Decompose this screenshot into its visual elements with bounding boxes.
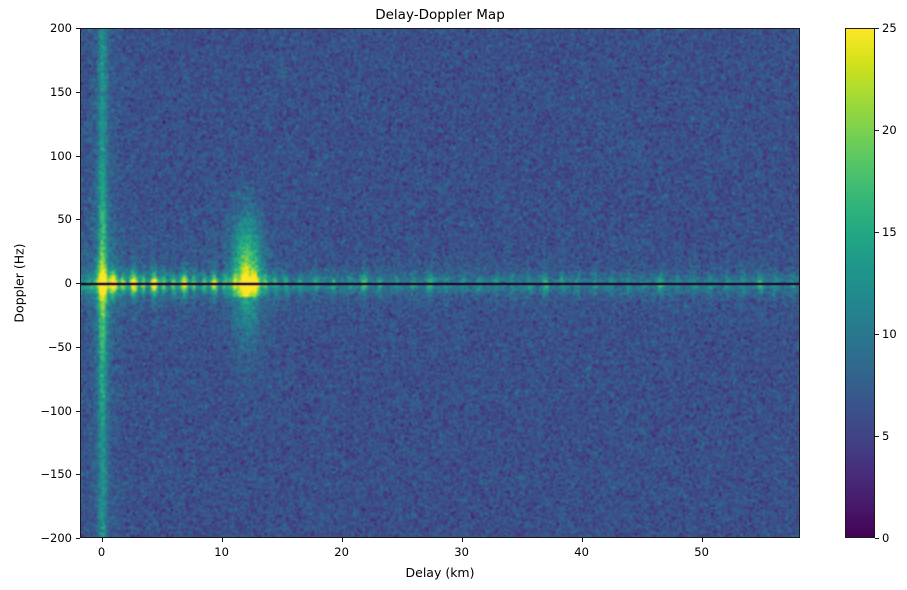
colorbar-ticklabel-5: 5 [882, 429, 890, 443]
y-ticklabel-150: 150 [50, 84, 72, 99]
y-tick--200 [76, 538, 80, 540]
x-tick-0 [101, 538, 103, 542]
colorbar-ticklabel-0: 0 [882, 531, 890, 545]
y-ticklabel--200: −200 [40, 531, 72, 545]
y-tick-50 [76, 219, 80, 221]
y-ticklabel-0: 0 [64, 276, 72, 290]
y-ticklabel--100: −100 [40, 403, 72, 418]
y-tick-100 [76, 155, 80, 157]
x-tick-10 [221, 538, 223, 542]
y-axis-label: Doppler (Hz) [11, 243, 27, 323]
x-tick-20 [341, 538, 343, 542]
colorbar [845, 28, 875, 538]
x-tick-40 [581, 538, 583, 542]
y-tick-200 [76, 28, 80, 30]
y-tick-0 [76, 283, 80, 285]
colorbar-tick-0 [875, 538, 879, 540]
colorbar-tick-5 [875, 436, 879, 438]
colorbar-tick-15 [875, 232, 879, 234]
colorbar-tick-25 [875, 28, 879, 30]
figure-title: Delay-Doppler Map [375, 7, 505, 23]
y-tick--100 [76, 410, 80, 412]
x-ticklabel-40: 40 [574, 545, 589, 559]
y-ticklabel-100: 100 [50, 148, 72, 163]
x-tick-30 [461, 538, 463, 542]
x-ticklabel-10: 10 [214, 545, 229, 559]
x-tick-50 [701, 538, 703, 542]
y-tick--50 [76, 346, 80, 348]
delay-doppler-heatmap [81, 29, 799, 537]
x-ticklabel-50: 50 [694, 545, 709, 559]
colorbar-gradient [846, 29, 874, 537]
heatmap-axes [80, 28, 800, 538]
x-axis-label: Delay (km) [405, 565, 475, 580]
colorbar-ticklabel-20: 20 [882, 123, 897, 137]
colorbar-ticklabel-15: 15 [882, 225, 897, 239]
y-tick--150 [76, 474, 80, 476]
y-ticklabel--50: −50 [47, 339, 72, 354]
colorbar-tick-10 [875, 334, 879, 336]
colorbar-ticklabel-10: 10 [882, 327, 897, 341]
y-tick-150 [76, 91, 80, 93]
y-ticklabel-200: 200 [50, 21, 72, 35]
colorbar-tick-20 [875, 130, 879, 132]
y-ticklabel-50: 50 [57, 212, 72, 227]
x-ticklabel-30: 30 [454, 545, 469, 559]
colorbar-ticklabel-25: 25 [882, 21, 897, 35]
y-ticklabel--150: −150 [40, 467, 72, 482]
x-ticklabel-20: 20 [334, 545, 349, 559]
x-ticklabel-0: 0 [97, 545, 106, 559]
